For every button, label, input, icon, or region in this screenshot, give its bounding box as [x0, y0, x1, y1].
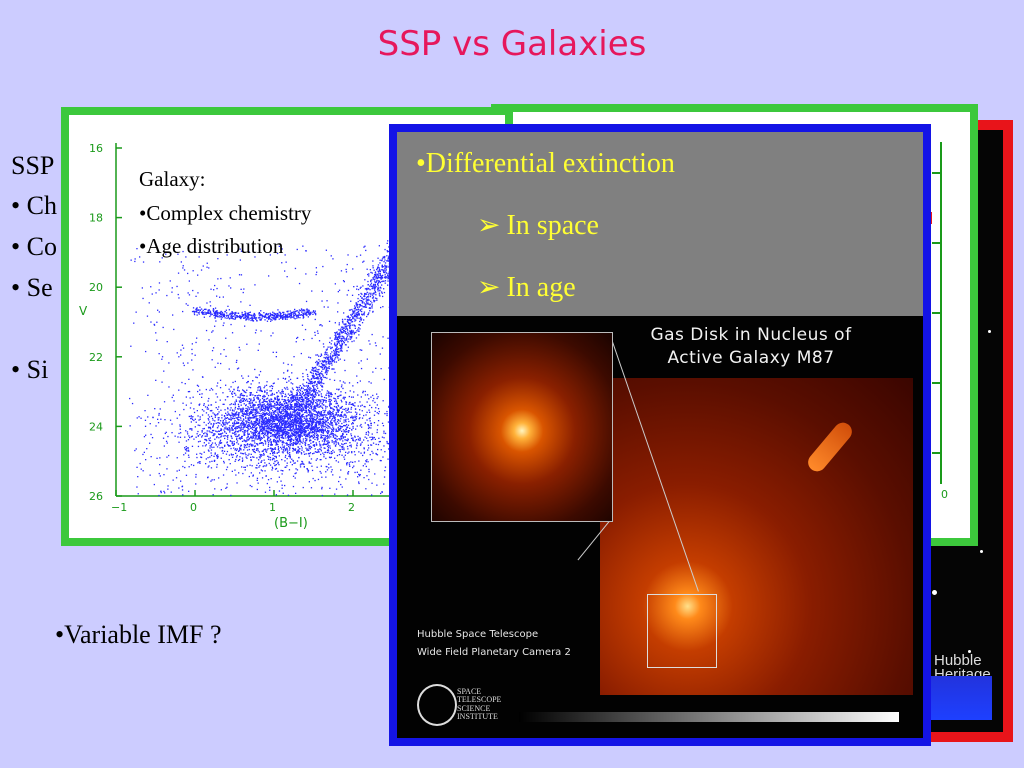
- y-tick-label: 20: [89, 281, 103, 294]
- y-axis-label: V: [79, 304, 88, 318]
- partial-bullet-4: • Si: [11, 355, 49, 384]
- galaxy-label: Galaxy: •Complex chemistry •Age distribu…: [139, 163, 311, 264]
- slide-title: SSP vs Galaxies: [377, 24, 647, 64]
- partial-bullet-1: • Ch: [11, 191, 57, 220]
- y-tick-label: 16: [89, 142, 103, 155]
- in-age-bullet: ➢ In age: [477, 272, 576, 303]
- hst-credit: Hubble Space Telescope Wide Field Planet…: [417, 629, 571, 658]
- partial-text-ssp: SSP: [11, 151, 55, 180]
- arrow-icon: ➢: [477, 272, 501, 303]
- x-axis-label: (B−I): [274, 516, 308, 531]
- galaxy-bullet-age: •Age distribution: [139, 234, 284, 259]
- color-magnitude-diagram: 16 18 20 22 24 26 −1 0 1 2 V (B−I): [79, 142, 505, 531]
- y-tick-label: 26: [89, 490, 103, 503]
- m87-title: Gas Disk in Nucleus of Active Galaxy M87: [650, 325, 852, 368]
- extinction-text-box: •Differential extinction ➢ In space ➢ In a…: [397, 132, 923, 316]
- stsci-logo-icon: [417, 684, 457, 726]
- x-tick-label: −1: [111, 501, 127, 514]
- stsci-text: SPACE TELESCOPE SCIENCE INSTITUTE: [457, 687, 502, 722]
- intensity-gradient-bar: [519, 712, 899, 722]
- variable-imf-text: •Variable IMF ?: [55, 620, 222, 649]
- x-tick-label: 1: [269, 501, 276, 514]
- y-tick-label: 22: [89, 351, 103, 364]
- arrow-icon: ➢: [477, 210, 501, 241]
- differential-extinction-bullet: •Differential extinction: [416, 148, 675, 179]
- zoom-box: [647, 594, 717, 668]
- m87-inset-closeup: [431, 332, 613, 522]
- partial-bullet-3: • Se: [11, 273, 53, 302]
- in-space-bullet: ➢ In space: [477, 210, 599, 241]
- axis-zero-label: 0: [941, 488, 948, 501]
- m87-wide-field: [600, 378, 913, 695]
- y-tick-label: 18: [89, 212, 103, 225]
- x-tick-label: 0: [190, 501, 197, 514]
- extinction-panel: •Differential extinction ➢ In space ➢ In a…: [389, 124, 931, 746]
- partial-bullet-2: • Co: [11, 232, 57, 261]
- x-tick-label: 2: [348, 501, 355, 514]
- m87-image: Gas Disk in Nucleus of Active Galaxy M87…: [397, 316, 923, 738]
- galaxy-heading: Galaxy:: [139, 167, 206, 191]
- y-tick-label: 24: [89, 420, 103, 433]
- galaxy-bullet-chemistry: •Complex chemistry: [139, 200, 312, 225]
